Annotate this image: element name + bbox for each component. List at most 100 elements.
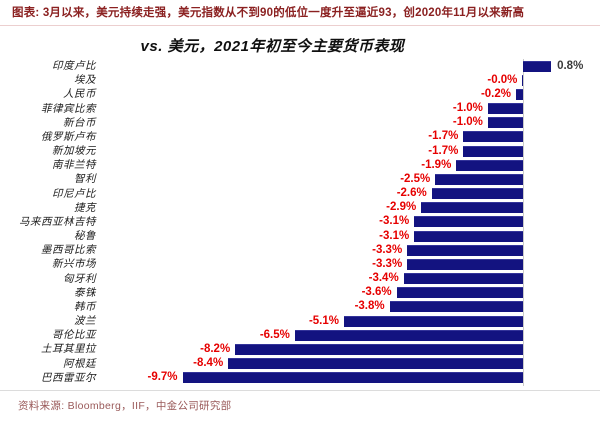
- bar: [435, 173, 523, 185]
- bar-row: 印度卢比 0.8%: [0, 59, 600, 73]
- value-label: -5.1%: [308, 314, 339, 327]
- bar-row: 匈牙利 -3.4%: [0, 272, 600, 286]
- bar-row: 哥伦比亚 -6.5%: [0, 328, 600, 342]
- category-label: 印度卢比: [52, 60, 96, 72]
- bar-row: 阿根廷 -8.4%: [0, 357, 600, 371]
- category-label: 匈牙利: [63, 272, 96, 285]
- bar-row: 埃及 -0.0%: [0, 73, 600, 87]
- value-label: -2.6%: [396, 187, 427, 200]
- bar-row: 捷克 -2.9%: [0, 201, 600, 215]
- value-label: -1.7%: [428, 144, 459, 157]
- value-label: -1.0%: [452, 116, 483, 129]
- value-label: -3.1%: [379, 215, 410, 228]
- bar-row: 新台币 -1.0%: [0, 116, 600, 130]
- value-label: -8.2%: [200, 342, 231, 355]
- value-label: -9.7%: [147, 371, 178, 384]
- bar: [414, 216, 523, 228]
- value-label: 0.8%: [557, 59, 584, 72]
- bar: [487, 117, 523, 129]
- category-label: 捷克: [74, 201, 96, 214]
- value-label: -0.0%: [487, 73, 518, 86]
- category-label: 新台币: [63, 116, 96, 129]
- bar: [396, 287, 523, 299]
- value-label: -8.4%: [193, 357, 224, 370]
- bar-row: 人民币 -0.2%: [0, 87, 600, 101]
- value-label: -2.5%: [400, 172, 431, 185]
- value-label: -3.8%: [354, 300, 385, 313]
- bar: [389, 301, 523, 313]
- category-label: 印尼卢比: [52, 187, 96, 200]
- bar-row: 菲律宾比索 -1.0%: [0, 102, 600, 116]
- category-label: 泰铢: [74, 286, 96, 299]
- bar-row: 马来西亚林吉特 -3.1%: [0, 215, 600, 229]
- value-label: -3.1%: [379, 229, 410, 242]
- figure-caption: 图表: 3月以来，美元持续走强，美元指数从不到90的低位一度升至逼近93，创20…: [12, 7, 525, 19]
- value-label: -6.5%: [259, 328, 290, 341]
- bar: [463, 145, 523, 157]
- value-label: -2.9%: [386, 201, 417, 214]
- value-label: -3.3%: [372, 243, 403, 256]
- value-label: -1.7%: [428, 130, 459, 143]
- value-label: -3.6%: [361, 286, 392, 299]
- bar-row: 秘鲁 -3.1%: [0, 229, 600, 243]
- bar: [522, 74, 523, 86]
- value-label: -1.9%: [421, 158, 452, 171]
- category-label: 菲律宾比索: [41, 102, 96, 115]
- bar: [294, 329, 523, 341]
- bar: [463, 131, 523, 143]
- value-label: -0.2%: [480, 87, 511, 100]
- category-label: 阿根廷: [63, 357, 96, 370]
- bar: [343, 315, 523, 327]
- bar-row: 泰铢 -3.6%: [0, 286, 600, 300]
- value-label: -3.3%: [372, 257, 403, 270]
- chart-title: vs. 美元，2021年初至今主要货币表现: [140, 38, 405, 55]
- bar: [182, 372, 523, 384]
- category-label: 墨西哥比索: [41, 244, 96, 257]
- category-label: 新加坡元: [52, 145, 96, 158]
- bar: [431, 188, 523, 200]
- zero-axis-line: [523, 59, 524, 386]
- bar-row: 巴西雷亚尔 -9.7%: [0, 371, 600, 385]
- bar: [407, 258, 523, 270]
- bar: [403, 273, 523, 285]
- category-label: 巴西雷亚尔: [41, 371, 96, 384]
- bar-row: 土耳其里拉 -8.2%: [0, 342, 600, 356]
- category-label: 人民币: [63, 88, 96, 101]
- category-label: 土耳其里拉: [41, 343, 96, 356]
- category-label: 南非兰特: [52, 159, 96, 172]
- source-note: 资料来源: Bloomberg，IIF，中金公司研究部: [18, 400, 232, 412]
- value-label: -3.4%: [368, 272, 399, 285]
- bar-row: 韩币 -3.8%: [0, 300, 600, 314]
- bar: [456, 159, 523, 171]
- category-label: 马来西亚林吉特: [19, 215, 96, 228]
- value-label: -1.0%: [452, 102, 483, 114]
- bar-row: 智利 -2.5%: [0, 172, 600, 186]
- bar: [487, 103, 523, 114]
- bar: [515, 88, 523, 100]
- category-label: 哥伦比亚: [52, 329, 96, 342]
- footer-divider: [0, 390, 600, 391]
- bar-row: 新兴市场 -3.3%: [0, 257, 600, 271]
- bar: [414, 230, 523, 242]
- bar-row: 波兰 -5.1%: [0, 314, 600, 328]
- bar-row: 印尼卢比 -2.6%: [0, 187, 600, 201]
- category-label: 秘鲁: [74, 230, 96, 243]
- bar-chart: 印度卢比 0.8% 埃及 -0.0% 人民币 -0.2% 菲律宾比索 -1.0% 新台币 -1.0…: [0, 59, 600, 386]
- bar-row: 俄罗斯卢布 -1.7%: [0, 130, 600, 144]
- category-label: 韩币: [74, 300, 96, 313]
- bar-row: 墨西哥比索 -3.3%: [0, 243, 600, 257]
- bar: [523, 60, 552, 72]
- category-label: 波兰: [74, 315, 96, 328]
- bar: [421, 202, 523, 214]
- bar-row: 南非兰特 -1.9%: [0, 158, 600, 172]
- caption-divider: [0, 25, 600, 26]
- category-label: 智利: [74, 173, 96, 186]
- category-label: 新兴市场: [52, 258, 96, 271]
- category-label: 俄罗斯卢布: [41, 130, 96, 143]
- bar: [235, 343, 523, 355]
- category-label: 埃及: [74, 74, 96, 87]
- bar: [407, 244, 523, 256]
- bar-row: 新加坡元 -1.7%: [0, 144, 600, 158]
- bar: [228, 358, 523, 370]
